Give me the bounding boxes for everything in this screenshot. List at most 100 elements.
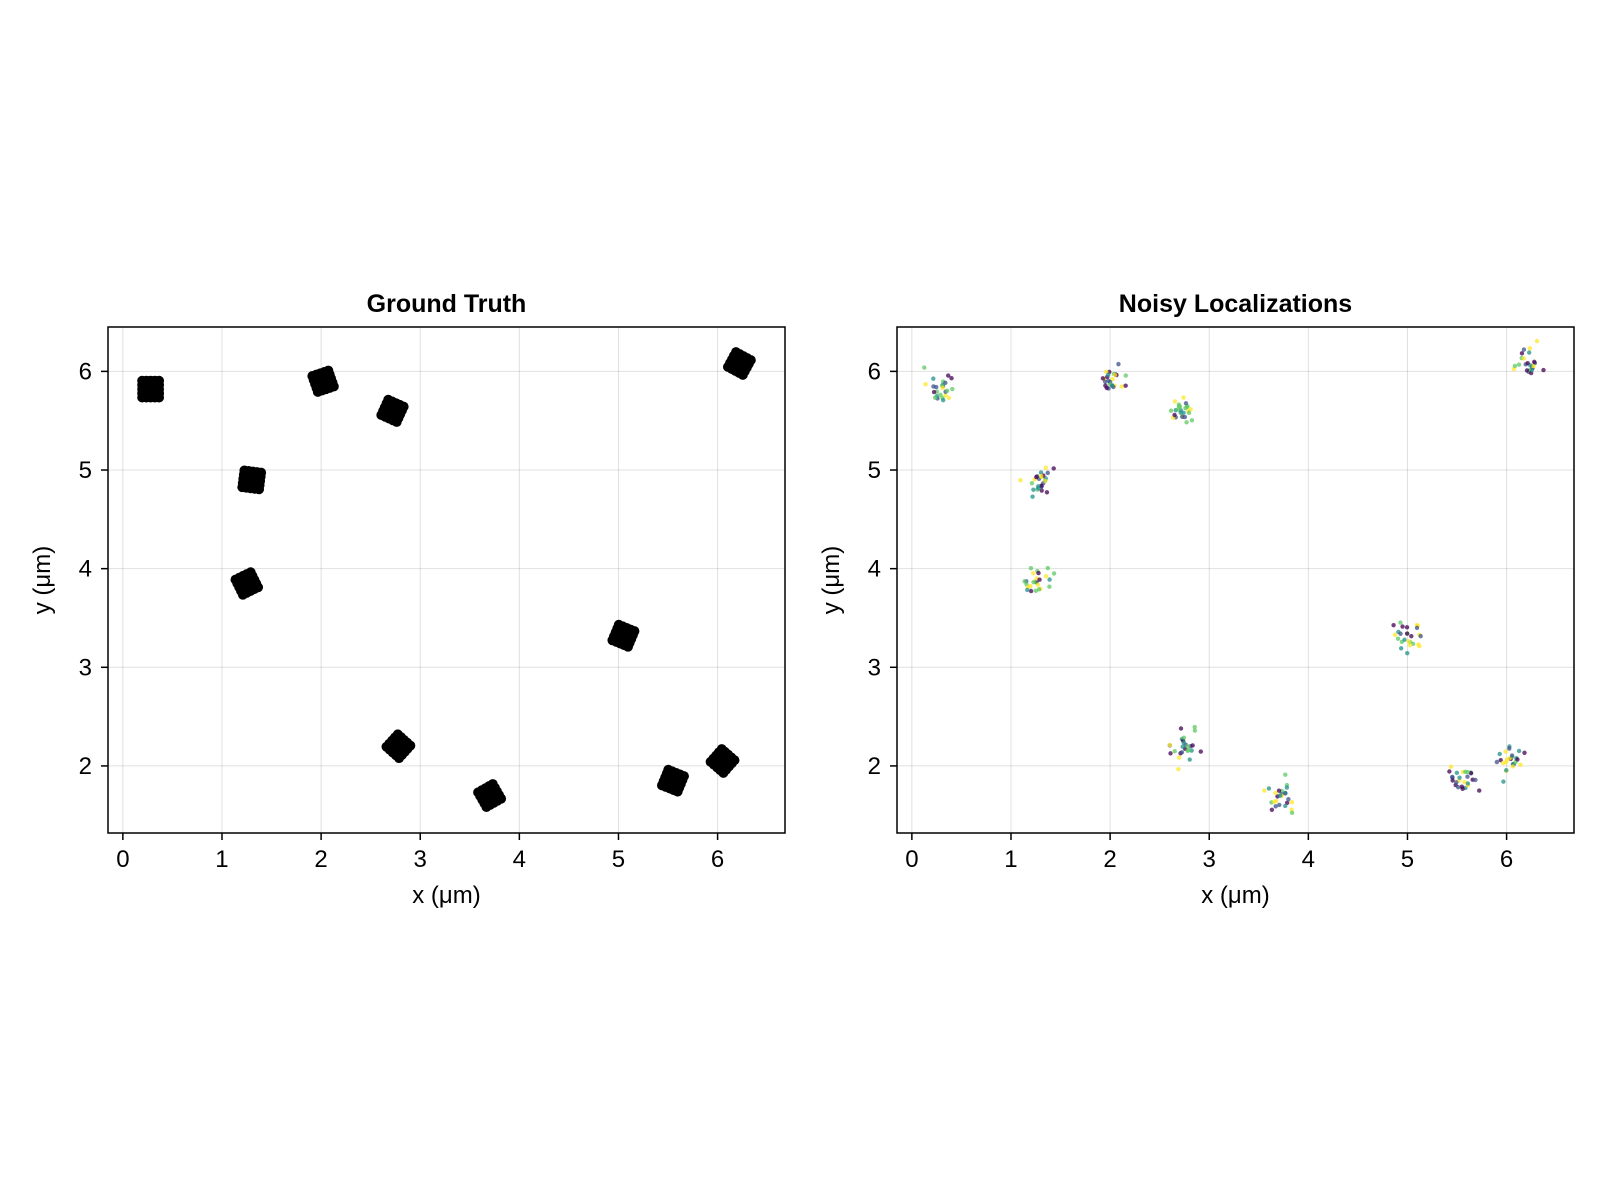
y-tick-label: 5 [868,457,881,484]
point [323,365,334,376]
point [1504,768,1509,773]
y-tick-label: 6 [79,358,92,385]
cluster [1167,724,1204,772]
point [239,465,250,476]
point [1392,632,1398,638]
point [1414,625,1420,631]
grid [897,327,1574,833]
point [1185,744,1190,749]
point [1038,473,1044,479]
point [1183,401,1189,406]
point [1018,478,1023,483]
point [1276,788,1282,793]
point [1465,774,1470,779]
x-tick-label: 3 [414,846,427,873]
plot-frame [107,326,786,834]
y-tick-label: 5 [79,457,92,484]
point [1501,779,1506,784]
x-tick-label: 5 [612,846,625,873]
point [1416,642,1421,647]
cluster [237,465,267,495]
point [1404,625,1410,630]
point [1527,346,1532,351]
point [1188,407,1193,412]
point [1516,362,1522,367]
point [613,619,624,630]
point [1028,588,1034,594]
cluster [381,729,416,764]
point [1172,412,1177,418]
point [1031,487,1036,492]
point [922,365,927,370]
x-tick-label: 6 [711,846,724,873]
point [245,567,256,578]
point [1525,361,1530,366]
point [1398,646,1404,651]
cluster [376,394,409,427]
point [1123,383,1128,388]
point [1038,470,1044,475]
point [1283,790,1288,796]
y-tick-label: 2 [868,753,881,780]
point [1037,577,1042,582]
cluster [230,567,264,600]
point [1407,643,1413,648]
point [1289,810,1295,816]
point [1184,420,1189,425]
point [1109,383,1115,388]
panel-ground-truth: Ground Truth 0 1 2 3 4 5 6 2 3 4 5 6 x (μm) y (μm) [29,290,786,909]
point [1190,743,1195,748]
point [1175,407,1180,412]
x-tick-label: 1 [1004,846,1017,873]
point [1025,587,1030,593]
point [1181,740,1186,746]
point [1503,749,1508,754]
cluster [1168,395,1195,425]
point [1036,570,1041,576]
point [1168,751,1173,756]
point [1123,373,1128,378]
cluster [922,365,955,403]
point [1518,762,1523,768]
point [383,394,394,405]
point [1167,742,1173,748]
point [1459,784,1465,789]
point [1198,749,1204,754]
point [663,764,674,775]
point [487,779,498,790]
point [1186,747,1191,753]
point [1266,786,1272,791]
point [1272,799,1277,804]
point [932,395,938,400]
point [1289,800,1295,805]
cluster [657,764,689,797]
point [938,392,943,398]
point [940,385,945,391]
point [1039,488,1044,493]
point [946,395,952,401]
point [1030,494,1035,499]
point [1105,372,1111,378]
point [950,386,955,392]
cluster [1494,744,1527,784]
point [1035,484,1041,489]
point [1186,410,1192,415]
point [1500,760,1506,766]
point [1273,804,1278,809]
point [1277,793,1283,798]
y-tick-label: 2 [79,753,92,780]
point [1526,350,1532,355]
point [1512,363,1518,369]
point [1473,777,1478,783]
cluster [722,347,756,380]
point [1047,577,1052,582]
ticks: 0 1 2 3 4 5 6 2 3 4 5 6 [868,358,1514,873]
point [943,393,948,398]
point [1395,636,1401,641]
point [1179,750,1185,755]
point [940,397,946,403]
point [1034,474,1039,480]
y-tick-label: 4 [868,556,881,583]
